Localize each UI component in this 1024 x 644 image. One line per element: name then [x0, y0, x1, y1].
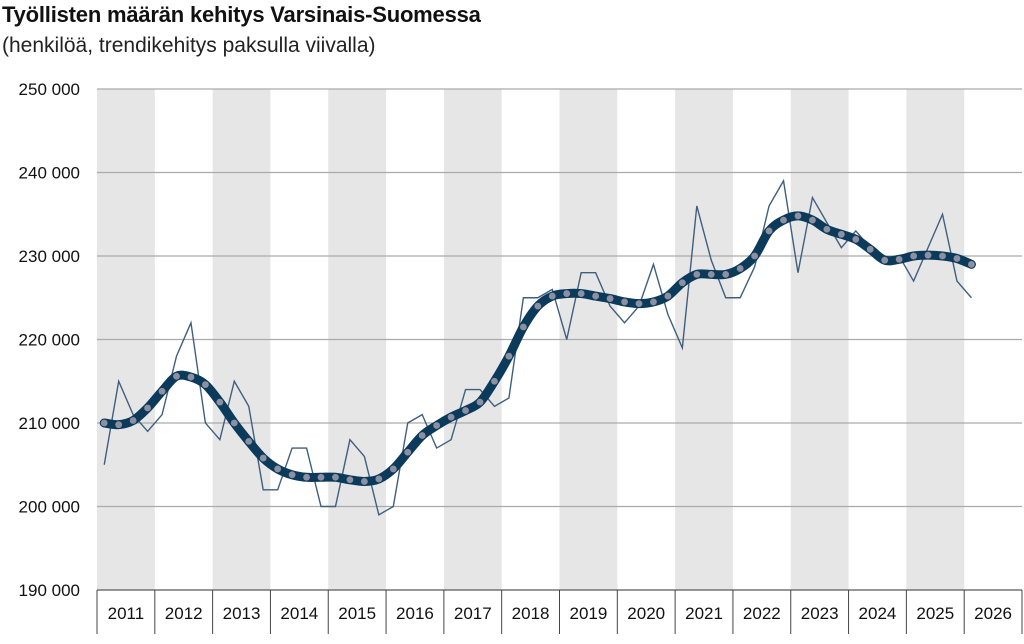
trend-point	[650, 298, 657, 306]
trend-point	[548, 292, 556, 300]
trend-point	[592, 292, 600, 300]
trend-point	[519, 323, 527, 331]
trend-point	[780, 216, 787, 224]
trend-point	[837, 230, 845, 238]
y-tick-label: 240 000	[19, 164, 80, 183]
trend-point	[187, 373, 195, 381]
trend-point	[216, 398, 224, 406]
trend-point	[115, 421, 123, 429]
x-tick-label: 2024	[859, 604, 897, 623]
trend-point	[129, 417, 137, 424]
x-tick-label: 2026	[974, 604, 1012, 623]
trend-point	[823, 225, 831, 233]
trend-point	[144, 404, 151, 412]
trend-point	[476, 398, 484, 406]
trend-point	[389, 465, 397, 473]
trend-point	[462, 407, 469, 414]
trend-point	[693, 270, 701, 278]
y-tick-label: 210 000	[19, 414, 80, 433]
trend-point	[678, 279, 686, 287]
x-tick-label: 2021	[685, 604, 723, 623]
trend-point	[230, 419, 238, 427]
trend-point	[158, 387, 166, 395]
trend-point	[303, 473, 310, 481]
x-tick-label: 2014	[280, 604, 318, 623]
trend-point	[100, 419, 108, 427]
trend-point	[881, 256, 889, 264]
y-tick-label: 220 000	[19, 331, 80, 350]
trend-point	[534, 302, 542, 310]
y-tick-label: 230 000	[19, 247, 80, 266]
trend-point	[346, 476, 354, 484]
x-tick-label: 2023	[801, 604, 839, 623]
trend-point	[939, 252, 946, 260]
trend-point	[404, 448, 412, 456]
trend-point	[447, 413, 455, 421]
trend-point	[577, 290, 585, 297]
trend-point	[201, 381, 209, 388]
trend-point	[274, 465, 282, 473]
x-tick-label: 2017	[454, 604, 492, 623]
trend-point	[375, 475, 383, 483]
x-tick-label: 2025	[916, 604, 954, 623]
trend-point	[924, 251, 932, 259]
trend-point	[491, 377, 498, 385]
chart-title: Työllisten määrän kehitys Varsinais-Suom…	[2, 2, 481, 27]
trend-point	[866, 245, 874, 253]
x-tick-label: 2013	[223, 604, 261, 623]
trend-point	[332, 473, 339, 481]
y-tick-label: 200 000	[19, 498, 80, 517]
quarterly-series-line	[103, 178, 972, 516]
trend-point	[621, 298, 628, 306]
trend-point	[794, 212, 802, 220]
trend-point	[433, 422, 441, 429]
trend-point	[245, 437, 253, 445]
trend-point	[895, 255, 903, 263]
x-tick-label: 2016	[396, 604, 434, 623]
trend-point	[809, 216, 816, 224]
y-tick-label: 190 000	[19, 581, 80, 600]
trend-point	[953, 255, 961, 262]
trend-point	[635, 300, 643, 307]
trend-point	[722, 270, 730, 278]
x-tick-label: 2018	[512, 604, 550, 623]
trend-point	[360, 478, 368, 485]
x-tick-label: 2012	[165, 604, 203, 623]
x-tick-label: 2011	[108, 604, 145, 623]
trend-point	[765, 227, 773, 235]
trend-point	[968, 260, 975, 268]
trend-point	[736, 265, 744, 272]
trend-point	[606, 295, 614, 302]
trend-point	[259, 454, 267, 462]
trend-point	[707, 270, 715, 278]
trend-point	[317, 473, 325, 481]
chart-subtitle: (henkilöä, trendikehitys paksulla viival…	[2, 34, 376, 57]
y-tick-label: 250 000	[19, 80, 80, 99]
x-tick-label: 2015	[338, 604, 376, 623]
trend-point	[288, 471, 296, 479]
trend-point	[910, 252, 918, 260]
trend-point	[173, 372, 180, 380]
trend-point	[505, 352, 513, 360]
x-tick-label: 2020	[627, 604, 665, 623]
x-tick-label: 2022	[743, 604, 781, 623]
trend-point	[563, 290, 571, 297]
trend-point	[664, 292, 672, 300]
trend-point	[751, 252, 759, 260]
x-tick-label: 2019	[569, 604, 607, 623]
trend-point	[852, 235, 860, 243]
trend-point	[418, 432, 426, 439]
